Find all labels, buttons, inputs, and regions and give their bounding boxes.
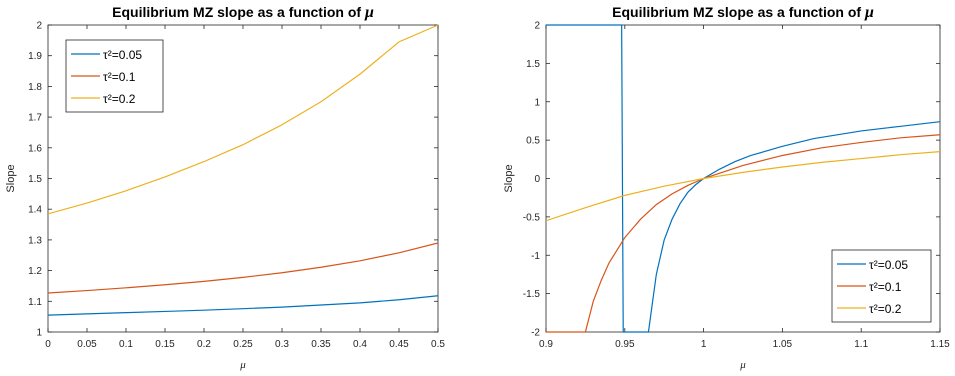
x-tick-label: 0.25 [233,339,253,350]
y-tick-label: 1.9 [28,51,42,62]
chart-left: 0 0.05 0.1 0.15 0.2 0.25 0.3 0.35 0.4 0.45 0.5 1 1.1… [5,4,445,371]
chart-title-text: Equilibrium MZ slope as a function of [112,4,365,20]
x-axis-label: μ [239,359,246,371]
legend-label: τ²=0.05 [103,48,142,62]
y-tick-label: 2 [36,21,42,32]
chart-title-symbol: μ [364,4,374,21]
series-line [48,24,438,215]
y-tick-label: -0.5 [523,212,541,223]
series-line [546,151,940,222]
x-tick-label: 1.05 [773,339,793,350]
legend-label: τ²=0.2 [869,302,902,316]
y-tick-label: 1.8 [28,82,42,93]
x-tick-label: 0.05 [77,339,97,350]
y-axis-label: Slope [503,164,515,192]
x-tick-label: 0.35 [311,339,331,350]
y-axis-label: Slope [5,164,17,192]
y-tick-label: -2 [531,328,540,339]
x-tick-label: 0.1 [119,339,133,350]
legend-label: τ²=0.1 [103,70,136,84]
y-tick-label: 2 [534,21,540,32]
x-tick-label: 0.5 [431,339,445,350]
x-tick-label: 0.45 [389,339,409,350]
series-line [546,24,940,333]
x-axis-label: μ [739,359,746,371]
x-tick-label: 0.2 [197,339,211,350]
x-tick-label: 0.15 [155,339,175,350]
legend-label: τ²=0.05 [869,258,908,272]
y-tick-label: 1 [36,328,42,339]
chart-title-text: Equilibrium MZ slope as a function of [612,4,865,20]
y-tick-label: 1.7 [28,113,42,124]
x-tick-label: 0.95 [615,339,635,350]
y-tick-label: 1.5 [526,59,540,70]
y-tick-label: 0.5 [526,136,540,147]
x-tick-label: 1.15 [930,339,950,350]
chart-title: Equilibrium MZ slope as a function of μ [612,4,874,21]
y-tick-label: 0 [534,174,540,185]
y-tick-label: 1.2 [28,266,42,277]
y-tick-label: 1.1 [28,297,42,308]
x-tick-label: 0.9 [539,339,553,350]
series-line [48,295,438,316]
chart-title-symbol: μ [864,4,874,21]
legend-label: τ²=0.2 [103,92,136,106]
y-tick-label: 1.6 [28,143,42,154]
legend-label: τ²=0.1 [869,280,902,294]
y-tick-label: 1.4 [28,205,42,216]
chart-title: Equilibrium MZ slope as a function of μ [112,4,374,21]
x-tick-label: 0.3 [275,339,289,350]
y-tick-label: 1.3 [28,235,42,246]
x-tick-label: 1 [701,339,707,350]
y-tick-label: 1 [534,97,540,108]
x-tick-label: 1.1 [854,339,868,350]
series-line [48,242,438,294]
x-tick-label: 0.4 [353,339,367,350]
x-tick-label: 0 [45,339,51,350]
y-tick-label: 1.5 [28,174,42,185]
y-tick-label: -1 [531,251,540,262]
chart-right: 0.9 0.95 1 1.05 1.1 1.15 -2 -1.5 -1 -0.5 0 0.5 1 1.5 2… [503,4,950,371]
series-line [546,134,940,333]
y-tick-label: -1.5 [523,289,541,300]
